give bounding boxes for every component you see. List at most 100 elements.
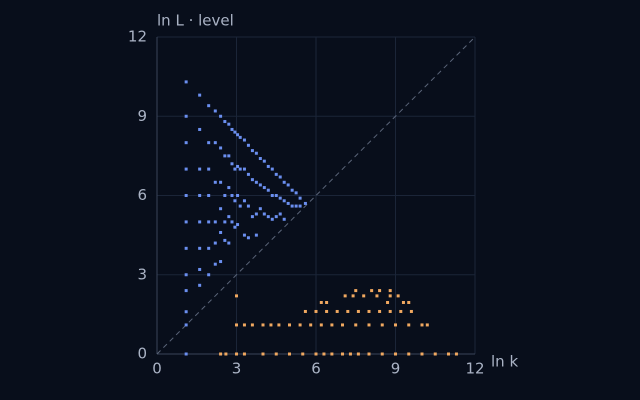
point (278, 196, 282, 200)
point (367, 352, 371, 356)
point (219, 230, 223, 234)
point (207, 141, 211, 145)
point (235, 352, 238, 356)
point (213, 262, 217, 266)
y-tick-label: 3 (137, 265, 147, 283)
point (233, 199, 237, 203)
point (235, 294, 238, 298)
x-tick-label: 0 (152, 360, 162, 378)
point (370, 289, 374, 293)
point (409, 309, 413, 313)
x-tick-label: 12 (465, 360, 484, 378)
y-tick-label: 6 (137, 186, 147, 204)
x-tick-label: 6 (311, 360, 321, 378)
point (223, 120, 227, 124)
point (407, 323, 411, 327)
point (236, 194, 240, 197)
point (433, 352, 437, 356)
point (219, 207, 223, 211)
y-tick-label: 9 (137, 107, 147, 125)
point (233, 130, 237, 134)
point (184, 273, 188, 277)
point (184, 167, 188, 171)
point (335, 309, 339, 313)
point (378, 309, 382, 313)
point (286, 183, 290, 187)
point (294, 204, 298, 208)
x-tick-label: 9 (391, 360, 401, 378)
point (325, 309, 329, 313)
point (261, 352, 265, 356)
point (207, 246, 211, 250)
point (262, 212, 266, 216)
point (254, 151, 258, 155)
point (198, 93, 202, 97)
point (198, 167, 202, 171)
x-tick-label: 3 (232, 360, 242, 378)
point (288, 323, 291, 327)
point (407, 352, 411, 356)
point (230, 220, 234, 224)
point (319, 300, 323, 304)
point (380, 323, 384, 327)
point (303, 309, 307, 313)
point (254, 180, 258, 184)
point (219, 146, 223, 150)
point (396, 294, 400, 298)
point (207, 104, 211, 108)
point (219, 260, 223, 264)
point (262, 186, 266, 190)
point (236, 164, 240, 168)
point (213, 109, 217, 113)
point (213, 241, 217, 245)
point (242, 233, 246, 237)
point (362, 294, 366, 298)
point (278, 175, 282, 179)
point (319, 323, 323, 327)
point (242, 199, 246, 203)
point (269, 323, 273, 327)
point (394, 323, 397, 327)
point (207, 220, 211, 224)
point (262, 159, 266, 163)
point (309, 323, 313, 327)
point (219, 114, 223, 118)
point (301, 352, 305, 356)
point (227, 215, 231, 219)
point (425, 323, 429, 327)
point (354, 323, 358, 327)
point (266, 164, 270, 168)
point (282, 180, 286, 184)
point (348, 352, 352, 356)
point (223, 194, 227, 197)
point (238, 135, 242, 139)
point (388, 294, 392, 298)
point (223, 238, 227, 242)
point (330, 352, 334, 356)
point (380, 352, 384, 356)
point (236, 223, 240, 227)
point (378, 289, 382, 293)
point (274, 194, 278, 197)
point (274, 352, 278, 356)
point (184, 141, 188, 145)
point (242, 323, 246, 327)
point (184, 114, 188, 118)
point (213, 141, 217, 145)
point (198, 283, 202, 287)
point (330, 323, 334, 327)
point (420, 352, 424, 356)
point (286, 201, 290, 205)
point (351, 294, 355, 298)
point (325, 300, 329, 304)
point (198, 194, 202, 197)
point (219, 352, 223, 356)
point (207, 194, 211, 197)
point (230, 194, 234, 197)
point (184, 194, 188, 197)
diagonal-reference (156, 36, 476, 355)
point (250, 178, 254, 182)
point (236, 133, 240, 137)
point (246, 236, 250, 240)
